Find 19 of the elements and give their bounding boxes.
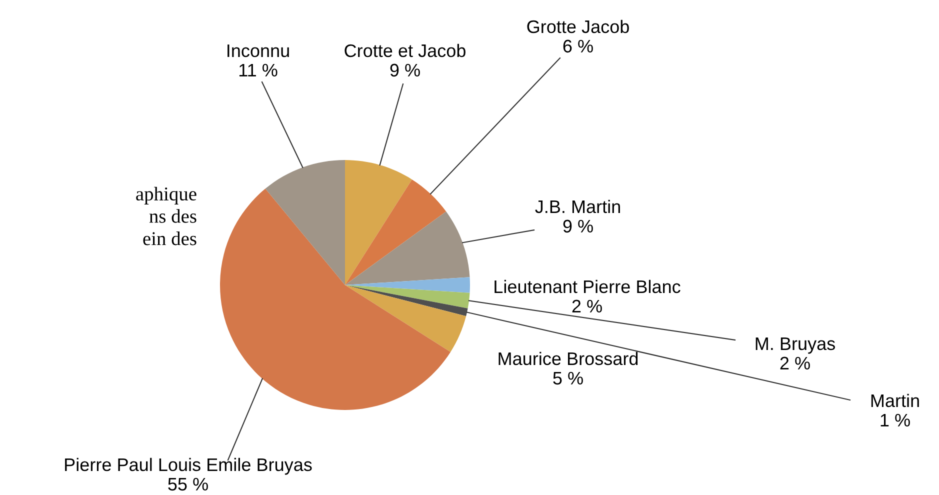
data-label: 5 % — [553, 372, 583, 385]
data-label: 11 % — [239, 64, 278, 76]
data-label: 55 % — [168, 478, 208, 491]
text: aphique ns des ein des — [136, 186, 196, 246]
data-label: 2 % — [780, 356, 810, 370]
data-label: 9 % — [563, 220, 593, 233]
slice-label: J.B. Martin — [535, 200, 620, 214]
slice-label: Grotte Jacob — [527, 20, 629, 34]
data-label: 6 % — [563, 40, 593, 53]
data-label: 2 % — [572, 300, 602, 312]
slice-label: Martin — [871, 394, 919, 408]
slice-label: Crotte et Jacob — [344, 44, 466, 58]
slice-label: Lieutenant Pierre Blanc — [494, 280, 680, 294]
slice-label: Maurice Brossard — [498, 352, 638, 366]
slice-label: M. Bruyas — [756, 338, 835, 354]
data-label: 9 % — [390, 64, 420, 77]
data-label: 1 % — [880, 414, 910, 426]
slice-label: Inconnu — [228, 44, 289, 58]
slice-label: Pierre Paul Louis Emile Bruyas — [65, 458, 312, 475]
